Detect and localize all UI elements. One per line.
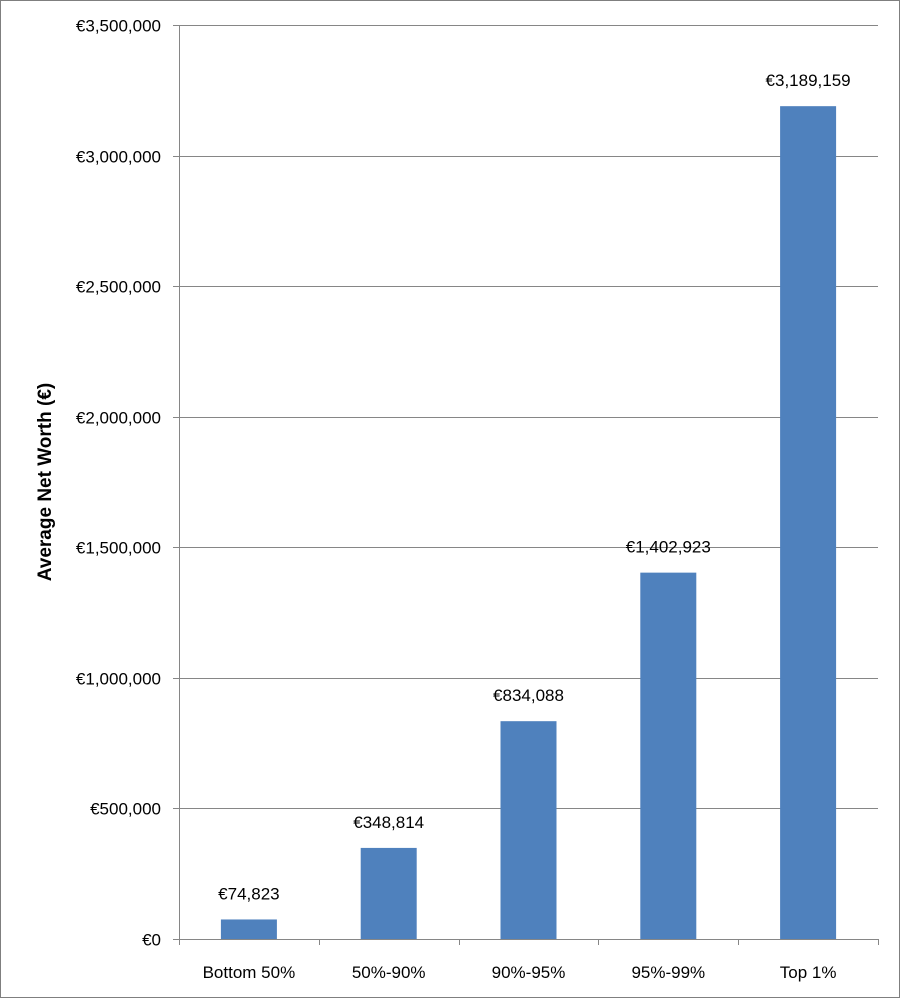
bar-value-label: €834,088: [493, 686, 564, 705]
data-labels: €74,823 €348,814 €834,088 €1,402,923 €3,189,…: [218, 71, 850, 903]
bars: [220, 106, 837, 940]
x-tick-label: 50%-90%: [352, 963, 426, 982]
x-tick-label: Bottom 50%: [203, 963, 296, 982]
gridlines: [179, 25, 878, 809]
axes: [173, 25, 879, 945]
bar: [360, 847, 417, 939]
bar: [640, 572, 697, 939]
bar-value-label: €1,402,923: [626, 538, 711, 557]
y-tick-label: €1,000,000: [76, 670, 161, 689]
bar: [500, 721, 557, 939]
y-tick-label: €3,500,000: [76, 17, 161, 36]
y-tick-label: €2,500,000: [76, 278, 161, 297]
x-tick-label: 90%-95%: [492, 963, 566, 982]
y-tick-label: €500,000: [90, 800, 161, 819]
x-tick-label: 95%-99%: [631, 963, 705, 982]
x-tick-labels: Bottom 50% 50%-90% 90%-95% 95%-99% Top 1%: [203, 963, 837, 982]
bar-value-label: €74,823: [218, 884, 279, 903]
y-tick-label: €3,000,000: [76, 148, 161, 167]
bar-value-label: €348,814: [353, 813, 424, 832]
y-axis-label: Average Net Worth (€): [35, 383, 56, 581]
bar: [780, 106, 837, 940]
y-tick-label: €2,000,000: [76, 409, 161, 428]
x-tick-label: Top 1%: [780, 963, 837, 982]
y-tick-labels: €0 €500,000 €1,000,000 €1,500,000 €2,000,000…: [76, 17, 161, 950]
y-tick-label: €0: [142, 931, 161, 950]
bar-value-label: €3,189,159: [766, 71, 851, 90]
bar: [220, 919, 277, 939]
y-tick-label: €1,500,000: [76, 539, 161, 558]
